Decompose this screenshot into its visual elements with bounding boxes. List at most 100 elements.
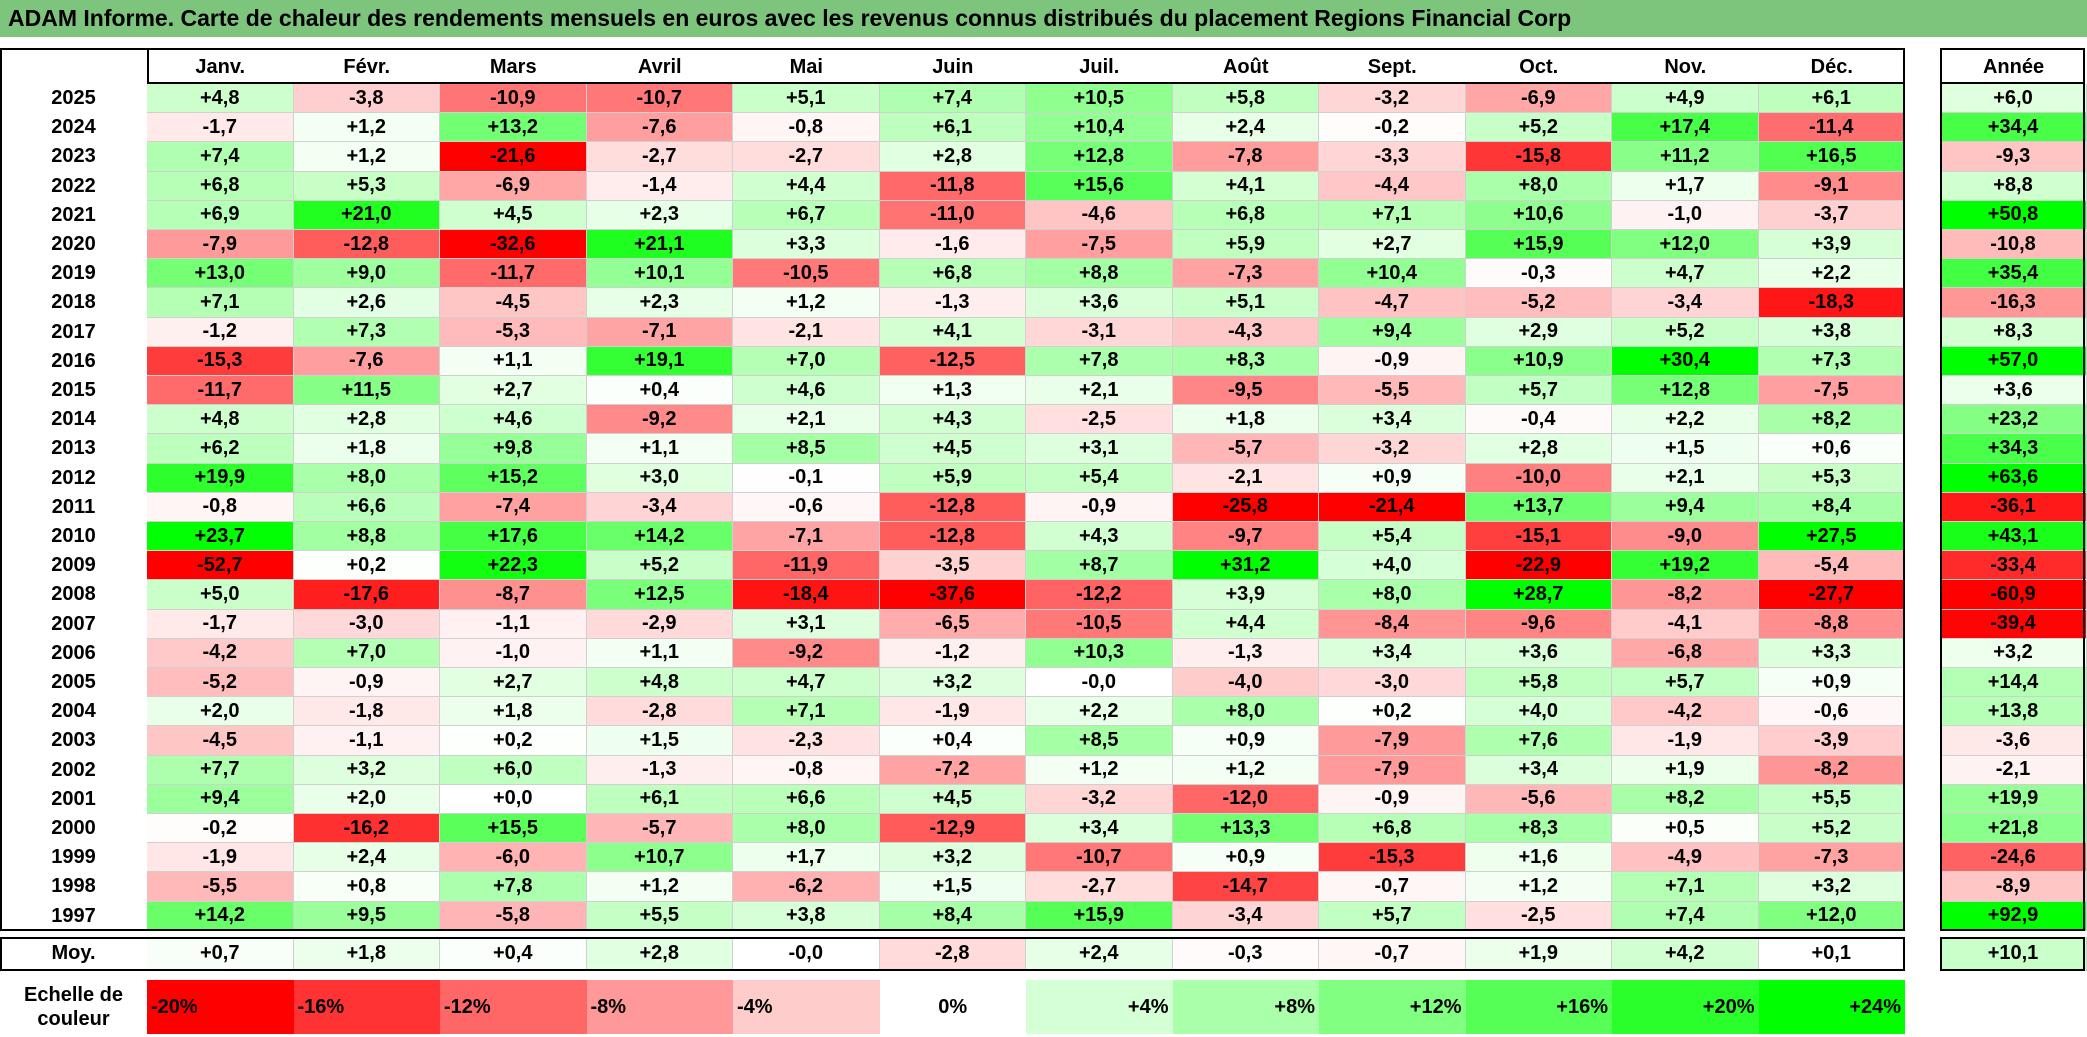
heatmap-cell: -2,5: [1026, 405, 1173, 435]
heatmap-cell: -1,3: [879, 288, 1026, 318]
annual-cell: +3,2: [1940, 638, 2087, 668]
heatmap-cell: -1,1: [440, 609, 587, 639]
heatmap-cell: -1,1: [293, 726, 440, 756]
annual-cell: -9,3: [1940, 142, 2087, 172]
heatmap-cell: +0,4: [586, 376, 733, 406]
heatmap-cell: +6,9: [147, 200, 294, 230]
heatmap-cell: +12,8: [1026, 142, 1173, 172]
heatmap-cell: +3,4: [1465, 755, 1612, 785]
heatmap-cell: +3,1: [733, 609, 880, 639]
year-label: 2002: [51, 758, 96, 781]
heatmap-cell: +3,4: [1319, 638, 1466, 668]
color-scale-stop: +8%: [1172, 980, 1319, 1034]
color-scale-stop: +12%: [1319, 980, 1466, 1034]
heatmap-cell: +27,5: [1758, 522, 1905, 552]
heatmap-cell: -12,2: [1026, 580, 1173, 610]
year-label: 2008: [51, 583, 96, 606]
heatmap-cell: +7,8: [440, 872, 587, 902]
heatmap-cell: +1,2: [733, 288, 880, 318]
heatmap-cell: -1,9: [879, 697, 1026, 727]
heatmap-cell: -9,2: [733, 638, 880, 668]
year-label: 2003: [51, 729, 96, 752]
heatmap-cell: +6,8: [1319, 814, 1466, 844]
heatmap-cell: +6,7: [733, 200, 880, 230]
heatmap-cell: +10,7: [586, 843, 733, 873]
heatmap-cell: +5,2: [1612, 317, 1759, 347]
heatmap-cell: +7,4: [1612, 901, 1759, 931]
year-label: 2022: [51, 174, 96, 197]
heatmap-cell: -7,9: [1319, 726, 1466, 756]
average-label: Moy.: [51, 942, 96, 965]
heatmap-cell: -0,9: [293, 668, 440, 698]
heatmap-cell: +2,9: [1465, 317, 1612, 347]
heatmap-cell: +28,7: [1465, 580, 1612, 610]
annual-cell: -8,9: [1940, 872, 2087, 902]
heatmap-cell: +7,1: [733, 697, 880, 727]
heatmap-cell: -7,9: [147, 230, 294, 260]
heatmap-cell: -12,0: [1172, 784, 1319, 814]
year-label: 2006: [51, 641, 96, 664]
heatmap-cell: +5,5: [586, 901, 733, 931]
heatmap-cell: -27,7: [1758, 580, 1905, 610]
average-cell: +1,9: [1465, 936, 1612, 971]
heatmap-cell: -5,4: [1758, 551, 1905, 581]
heatmap-cell: -9,1: [1758, 171, 1905, 201]
heatmap-cell: +3,8: [1758, 317, 1905, 347]
heatmap-cell: -10,7: [1026, 843, 1173, 873]
annual-cell: +50,8: [1940, 200, 2087, 230]
heatmap-cell: +1,2: [293, 142, 440, 172]
heatmap-cell: +2,6: [293, 288, 440, 318]
annual-cell: -33,4: [1940, 551, 2087, 581]
heatmap-cell: +1,6: [1465, 843, 1612, 873]
month-header: Févr.: [343, 55, 391, 78]
heatmap-cell: +7,0: [293, 638, 440, 668]
heatmap-cell: +7,1: [147, 288, 294, 318]
year-label: 2013: [51, 437, 96, 460]
heatmap-cell: +2,2: [1026, 697, 1173, 727]
heatmap-cell: +5,7: [1319, 901, 1466, 931]
heatmap-cell: +10,4: [1026, 113, 1173, 143]
average-annual-cell: +10,1: [1940, 936, 2087, 971]
heatmap-cell: -15,1: [1465, 522, 1612, 552]
heatmap-cell: -4,4: [1319, 171, 1466, 201]
heatmap-cell: +12,0: [1758, 901, 1905, 931]
heatmap-cell: -0,6: [733, 492, 880, 522]
average-cell: +1,8: [293, 936, 440, 971]
heatmap-cell: -6,8: [1612, 638, 1759, 668]
heatmap-cell: -2,9: [586, 609, 733, 639]
annual-cell: +43,1: [1940, 522, 2087, 552]
heatmap-cell: +2,1: [1612, 463, 1759, 493]
heatmap-cell: +4,4: [1172, 609, 1319, 639]
heatmap-cell: +15,9: [1026, 901, 1173, 931]
heatmap-cell: +5,1: [733, 84, 880, 114]
year-label: 2005: [51, 671, 96, 694]
average-cell: +2,8: [586, 936, 733, 971]
color-scale-stop: +16%: [1465, 980, 1612, 1034]
heatmap-cell: +9,4: [1319, 317, 1466, 347]
heatmap-cell: -3,4: [1612, 288, 1759, 318]
heatmap-cell: -10,5: [733, 259, 880, 289]
average-cell: +0,4: [440, 936, 587, 971]
heatmap-cell: +2,8: [293, 405, 440, 435]
heatmap-cell: -0,7: [1319, 872, 1466, 902]
heatmap-cell: -3,0: [1319, 668, 1466, 698]
heatmap-cell: -8,2: [1758, 755, 1905, 785]
heatmap-cell: +5,9: [879, 463, 1026, 493]
heatmap-cell: -5,2: [1465, 288, 1612, 318]
heatmap-cell: +5,0: [147, 580, 294, 610]
heatmap-cell: -1,9: [1612, 726, 1759, 756]
heatmap-cell: +7,8: [1026, 346, 1173, 376]
heatmap-cell: -2,8: [586, 697, 733, 727]
heatmap-cell: -8,4: [1319, 609, 1466, 639]
heatmap-cell: +8,0: [1465, 171, 1612, 201]
annual-cell: +14,4: [1940, 668, 2087, 698]
heatmap-cell: -25,8: [1172, 492, 1319, 522]
heatmap-cell: +6,1: [586, 784, 733, 814]
heatmap-cell: +4,8: [586, 668, 733, 698]
year-label: 2016: [51, 349, 96, 372]
year-label: 2017: [51, 320, 96, 343]
heatmap-cell: -21,4: [1319, 492, 1466, 522]
color-scale-stop: +24%: [1758, 980, 1905, 1034]
heatmap-cell: +8,0: [1172, 697, 1319, 727]
heatmap-cell: +21,1: [586, 230, 733, 260]
